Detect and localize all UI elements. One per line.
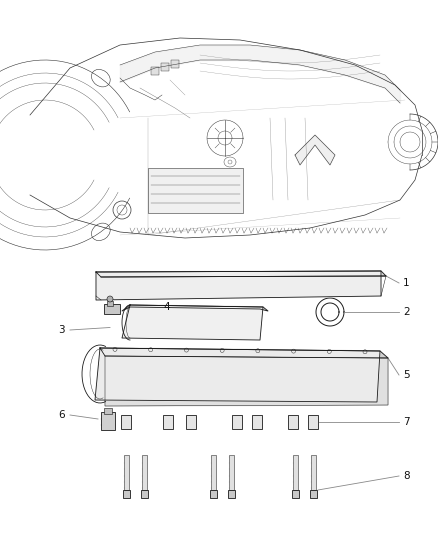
Text: 2: 2: [403, 307, 410, 317]
Bar: [292, 490, 299, 498]
Bar: [210, 490, 217, 498]
Bar: [104, 304, 120, 314]
Bar: [104, 408, 112, 414]
Polygon shape: [96, 271, 381, 300]
Polygon shape: [295, 135, 335, 165]
Text: 6: 6: [58, 410, 65, 420]
Bar: [252, 415, 262, 429]
Bar: [163, 415, 173, 429]
Text: 3: 3: [58, 325, 65, 335]
Bar: [232, 415, 242, 429]
Polygon shape: [122, 305, 263, 340]
Polygon shape: [96, 271, 386, 277]
Bar: [107, 301, 113, 306]
Text: 1: 1: [403, 278, 410, 288]
Bar: [293, 455, 298, 490]
Circle shape: [107, 296, 113, 302]
Bar: [123, 490, 130, 498]
Bar: [142, 455, 147, 490]
Polygon shape: [100, 348, 388, 358]
Bar: [141, 490, 148, 498]
Bar: [186, 415, 196, 429]
Bar: [228, 490, 235, 498]
Polygon shape: [105, 356, 388, 406]
Text: 7: 7: [403, 417, 410, 427]
Bar: [211, 455, 216, 490]
Bar: [288, 415, 298, 429]
Bar: [161, 63, 169, 71]
Text: 8: 8: [403, 471, 410, 481]
Polygon shape: [95, 348, 380, 402]
Bar: [308, 415, 318, 429]
Text: 4: 4: [163, 302, 170, 312]
Bar: [124, 455, 129, 490]
Bar: [310, 490, 317, 498]
Polygon shape: [122, 305, 268, 311]
Bar: [311, 455, 316, 490]
Text: 5: 5: [403, 370, 410, 380]
Bar: [121, 415, 131, 429]
Bar: [148, 168, 243, 213]
Bar: [229, 455, 234, 490]
Bar: [101, 412, 115, 430]
Bar: [171, 60, 179, 68]
Bar: [151, 67, 159, 75]
